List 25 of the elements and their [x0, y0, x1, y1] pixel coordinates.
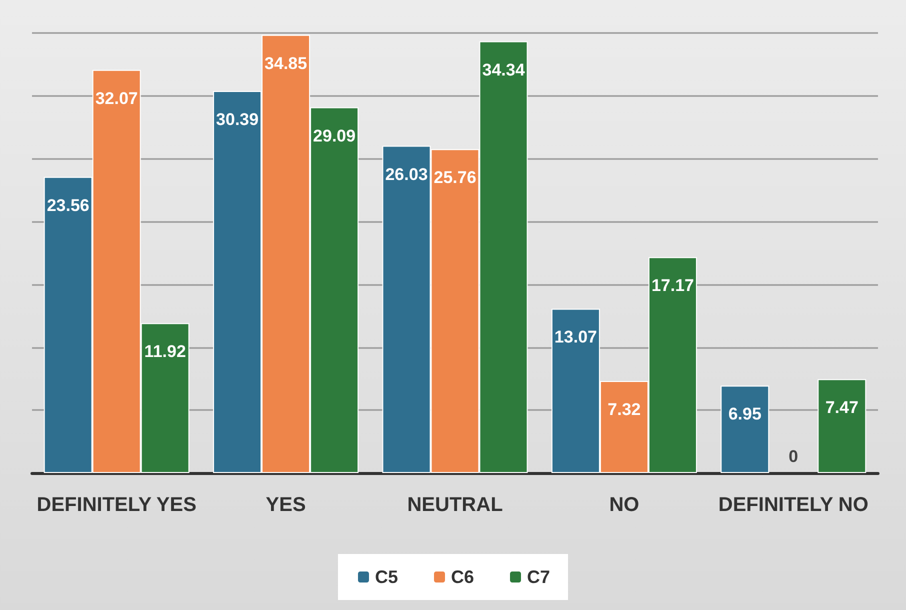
x-tick-label: NEUTRAL — [407, 494, 503, 516]
data-label: 34.85 — [264, 54, 308, 73]
legend-label: C5 — [374, 567, 398, 587]
bar — [720, 386, 770, 473]
legend-label: C6 — [450, 567, 474, 587]
data-label: 0 — [788, 447, 798, 466]
bar — [818, 379, 866, 473]
data-label: 13.07 — [554, 328, 597, 347]
data-label: 29.09 — [313, 126, 356, 146]
x-tick-label: YES — [266, 494, 306, 516]
data-label: 30.39 — [216, 110, 259, 129]
data-label: 34.34 — [482, 60, 526, 80]
data-label: 17.17 — [651, 276, 694, 296]
x-tick-label: DEFINITELY NO — [718, 494, 868, 516]
x-tick-label: NO — [609, 494, 640, 516]
data-label: 7.32 — [608, 400, 641, 419]
data-label: 23.56 — [46, 196, 90, 215]
data-label: 11.92 — [144, 342, 186, 362]
legend-label: C7 — [527, 567, 550, 587]
data-label: 32.07 — [95, 88, 138, 108]
data-label: 6.95 — [728, 404, 762, 424]
data-label: 26.03 — [385, 164, 428, 184]
x-tick-label: DEFINITELY YES — [36, 494, 196, 516]
data-label: 7.47 — [825, 398, 858, 418]
data-label: 25.76 — [434, 168, 476, 188]
